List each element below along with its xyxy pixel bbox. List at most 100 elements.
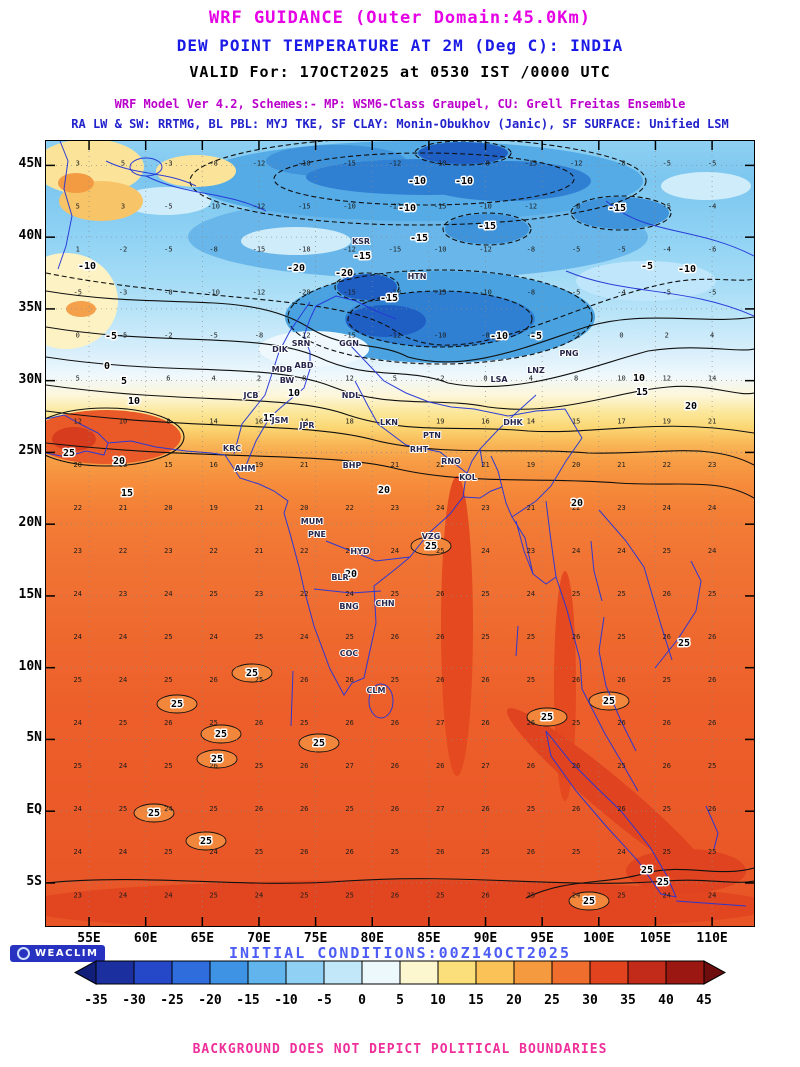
station-label: GGN: [339, 339, 359, 348]
grid-value: 27: [436, 805, 444, 813]
grid-value: 25: [209, 590, 217, 598]
grid-value: 16: [255, 418, 263, 426]
station-label: RNO: [441, 457, 461, 466]
grid-value: 24: [708, 504, 716, 512]
grid-value: 25: [617, 590, 625, 598]
grid-value: 23: [481, 504, 489, 512]
grid-value: 21: [708, 418, 716, 426]
grid-value: -12: [253, 159, 266, 167]
grid-value: -12: [253, 202, 266, 210]
y-tick-label: 20N: [18, 515, 42, 531]
grid-value: -3: [164, 159, 172, 167]
grid-value: 25: [527, 633, 535, 641]
station-label: JSM: [271, 416, 289, 425]
grid-value: 26: [300, 805, 308, 813]
grid-value: 20: [300, 504, 308, 512]
grid-value: 10: [119, 418, 127, 426]
colorbar-segment: [209, 960, 249, 985]
grid-value: 25: [255, 676, 263, 684]
grid-value: 25: [572, 590, 580, 598]
grid-value: -5: [572, 246, 580, 254]
grid-value: 19: [209, 504, 217, 512]
station-label: RHT: [410, 445, 429, 454]
grid-value: 24: [164, 891, 172, 899]
grid-value: 26: [708, 805, 716, 813]
grid-value: -10: [434, 332, 447, 340]
grid-value: -20: [298, 289, 311, 297]
colorbar-tick-label: 0: [358, 993, 366, 1008]
grid-value: 23: [391, 504, 399, 512]
grid-value: 26: [663, 719, 671, 727]
grid-value: 24: [73, 633, 81, 641]
grid-value: 26: [527, 848, 535, 856]
grid-value: -12: [298, 332, 311, 340]
grid-value: -8: [527, 246, 535, 254]
grid-value: -5: [164, 246, 172, 254]
station-label: JPR: [299, 421, 315, 430]
grid-value: 19: [527, 461, 535, 469]
station-label: COC: [340, 649, 359, 658]
grid-value: 25: [391, 590, 399, 598]
x-tick-label: 110E: [696, 931, 728, 946]
contour-label: 25: [541, 712, 553, 723]
contour-label: 25: [200, 836, 212, 847]
grid-value: -8: [164, 289, 172, 297]
grid-value: -8: [527, 289, 535, 297]
colorbar-tick-label: -30: [122, 993, 146, 1008]
grid-value: -8: [255, 332, 263, 340]
grid-value: 8: [302, 375, 306, 383]
colorbar-tick-label: -5: [316, 993, 332, 1008]
colorbar-segment: [551, 960, 591, 985]
colorbar-segment: [95, 960, 135, 985]
station-label: MUM: [301, 517, 323, 526]
grid-value: 24: [391, 547, 399, 555]
page-title: WRF GUIDANCE (Outer Domain:45.0Km): [209, 8, 591, 28]
grid-value: 24: [73, 719, 81, 727]
colorbar-segment: [475, 960, 515, 985]
contour-label: -20: [335, 268, 353, 279]
grid-value: 24: [300, 633, 308, 641]
grid-value: -5: [209, 332, 217, 340]
contour-label: 20: [571, 498, 583, 509]
grid-value: 25: [209, 719, 217, 727]
station-label: KSR: [352, 237, 370, 246]
colorbar-tick-label: -10: [274, 993, 298, 1008]
grid-value: 22: [436, 461, 444, 469]
grid-value: 24: [73, 848, 81, 856]
grid-value: 21: [255, 504, 263, 512]
grid-value: -10: [434, 246, 447, 254]
grid-value: 22: [300, 547, 308, 555]
y-tick-label: 5N: [26, 730, 42, 746]
contour-label: 10: [288, 388, 300, 399]
grid-value: 24: [572, 547, 580, 555]
grid-value: 25: [209, 805, 217, 813]
field-title: DEW POINT TEMPERATURE AT 2M (Deg C): IND…: [176, 36, 624, 55]
grid-value: 24: [617, 547, 625, 555]
grid-value: 25: [708, 762, 716, 770]
colorbar-segment: [665, 960, 705, 985]
contour-label: 25: [148, 808, 160, 819]
grid-value: -2: [436, 375, 444, 383]
station-label: MDB: [272, 365, 293, 374]
grid-value: 14: [708, 375, 716, 383]
grid-value: 26: [708, 719, 716, 727]
colorbar-tick-label: 25: [544, 993, 560, 1008]
colorbar-tick-label: 40: [658, 993, 674, 1008]
grid-value: 14: [209, 418, 217, 426]
valid-time: VALID For: 17OCT2025 at 0530 IST /0000 U…: [189, 63, 611, 81]
grid-value: 22: [209, 547, 217, 555]
grid-value: 25: [481, 633, 489, 641]
contour-label: -20: [287, 263, 305, 274]
disclaimer: BACKGROUND DOES NOT DEPICT POLITICAL BOU…: [192, 1042, 608, 1057]
grid-value: 25: [481, 590, 489, 598]
contour-island: [196, 749, 238, 769]
colorbar-tick-label: -20: [198, 993, 222, 1008]
contour-label: -15: [410, 233, 428, 244]
grid-value: 26: [209, 762, 217, 770]
grid-value: 26: [255, 805, 263, 813]
grid-value: 26: [572, 762, 580, 770]
grid-value: 20: [345, 461, 353, 469]
grid-value: -5: [617, 202, 625, 210]
grid-value: 22: [119, 547, 127, 555]
grid-value: 25: [527, 676, 535, 684]
